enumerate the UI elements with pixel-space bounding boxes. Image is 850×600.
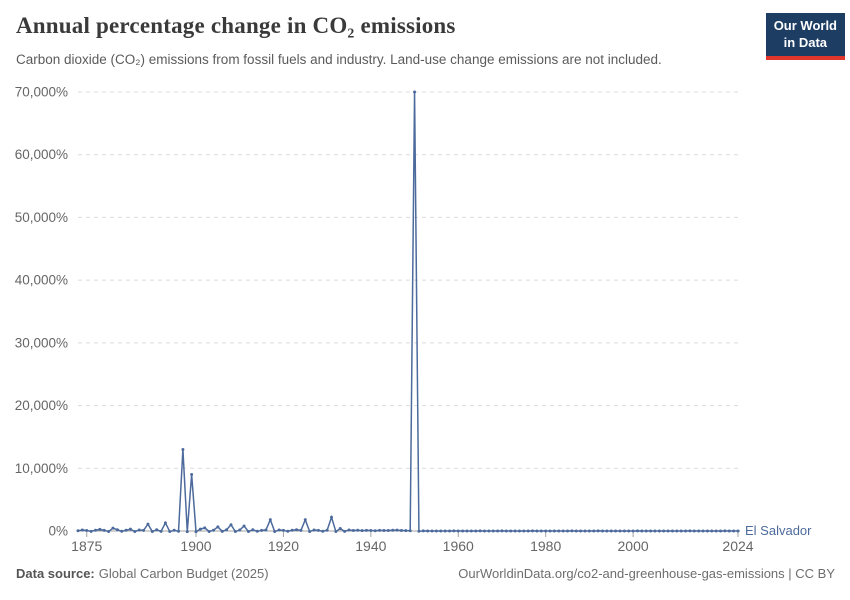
y-tick-label: 30,000% — [15, 335, 68, 350]
y-tick-label: 40,000% — [15, 273, 68, 288]
data-source-label: Data source: — [16, 566, 95, 581]
chart-subtitle: Carbon dioxide (CO₂) emissions from foss… — [16, 52, 662, 67]
owid-logo-line2: in Data — [783, 34, 828, 50]
series-end-label[interactable]: El Salvador — [745, 523, 812, 538]
x-tick-label: 1980 — [530, 538, 561, 554]
y-tick-label: 50,000% — [15, 210, 68, 225]
x-tick-label: 2024 — [722, 538, 753, 554]
owid-logo[interactable]: Our World in Data — [765, 13, 845, 60]
x-tick-label: 1900 — [180, 538, 211, 554]
series-points[interactable] — [76, 90, 740, 534]
chart-footer: Data source: Global Carbon Budget (2025) … — [16, 566, 835, 581]
page-title: Annual percentage change in CO₂ emission… — [16, 13, 456, 38]
y-tick-label: 10,000% — [15, 461, 68, 476]
x-tick-label: 1875 — [71, 538, 102, 554]
x-tick-label: 1920 — [268, 538, 299, 554]
data-source-value: Global Carbon Budget (2025) — [98, 566, 269, 581]
y-tick-label: 70,000% — [15, 85, 68, 100]
series-line-el-salvador[interactable] — [77, 91, 739, 533]
x-tick-label: 1960 — [443, 538, 474, 554]
y-tick-label: 0% — [48, 524, 68, 539]
data-source: Data source: Global Carbon Budget (2025) — [16, 566, 269, 581]
y-tick-label: 60,000% — [15, 147, 68, 162]
citation-link[interactable]: OurWorldinData.org/co2-and-greenhouse-ga… — [458, 566, 835, 581]
y-tick-label: 20,000% — [15, 398, 68, 413]
owid-logo-line1: Our World — [773, 18, 837, 33]
x-tick-label: 2000 — [618, 538, 649, 554]
x-tick-label: 1940 — [355, 538, 386, 554]
